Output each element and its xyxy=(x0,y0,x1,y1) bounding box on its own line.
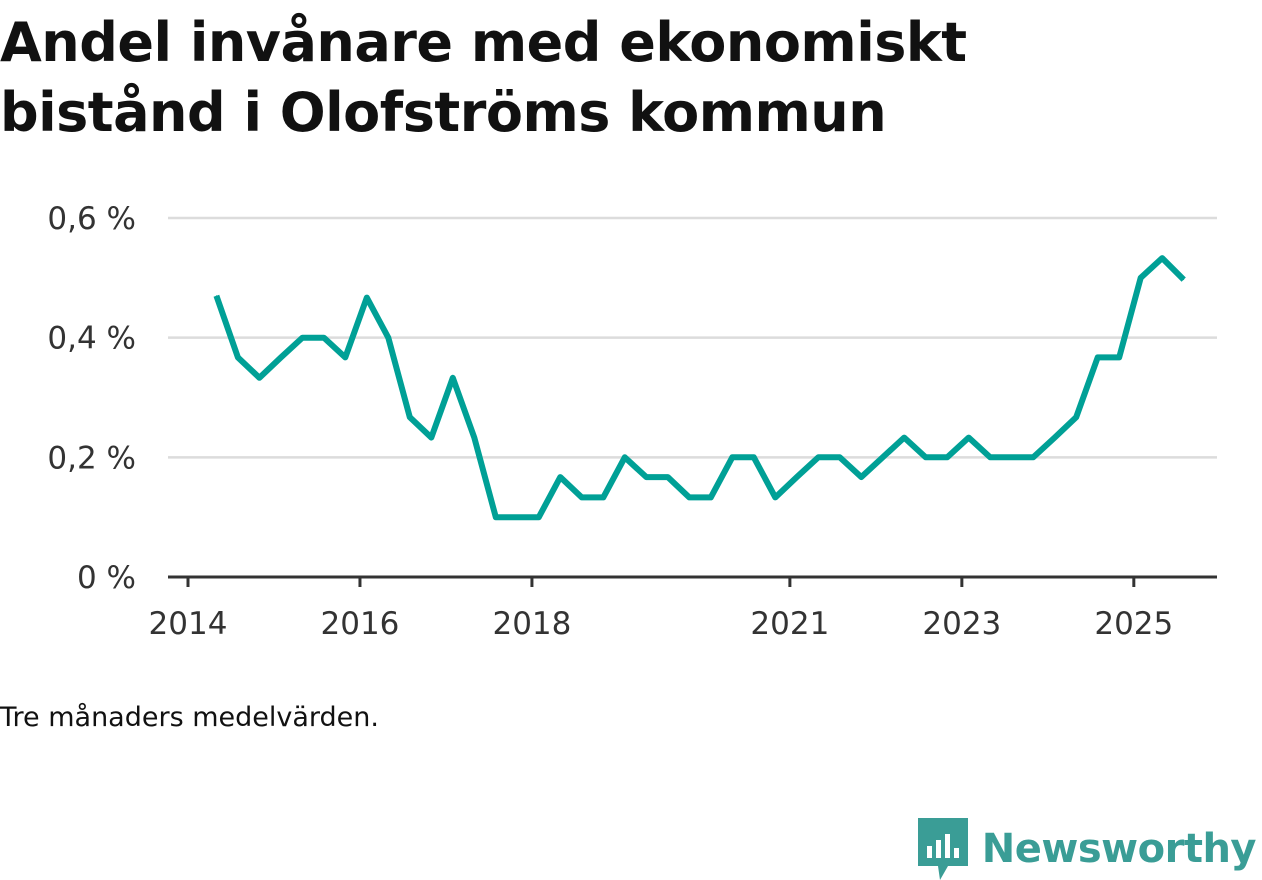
data-point xyxy=(387,337,389,339)
y-tick-label: 0 % xyxy=(77,560,136,596)
data-point xyxy=(215,295,217,297)
data-point xyxy=(667,476,669,478)
data-point xyxy=(817,456,819,458)
data-point xyxy=(882,456,884,458)
x-tick-label: 2016 xyxy=(321,606,400,642)
brand-logo: Newsworthy xyxy=(917,818,1257,880)
data-point xyxy=(1183,279,1185,281)
data-point xyxy=(1161,257,1163,259)
x-tick-label: 2023 xyxy=(922,606,1001,642)
data-point xyxy=(1140,277,1142,279)
data-point xyxy=(323,337,325,339)
bar-chart-speech-bubble-icon xyxy=(917,818,968,880)
data-point xyxy=(989,456,991,458)
y-axis-ticks: 0 % 0,2 % 0,4 % 0,6 % xyxy=(47,201,136,596)
data-point xyxy=(516,516,518,518)
data-point xyxy=(946,456,948,458)
data-point xyxy=(796,476,798,478)
data-point xyxy=(409,416,411,418)
data-point xyxy=(645,476,647,478)
chart-title: Andel invånare med ekonomiskt bistånd i … xyxy=(0,11,967,144)
data-point xyxy=(452,377,454,379)
data-point xyxy=(538,516,540,518)
series-line xyxy=(213,255,1186,521)
gridlines xyxy=(168,216,1217,459)
data-point xyxy=(581,496,583,498)
x-tick-label: 2025 xyxy=(1094,606,1173,642)
data-point xyxy=(903,437,905,439)
y-tick-label: 0,4 % xyxy=(47,321,136,357)
series-layer xyxy=(213,255,1186,521)
chart-note: Tre månaders medelvärden. xyxy=(0,702,379,733)
data-point xyxy=(1054,437,1056,439)
data-point xyxy=(430,437,432,439)
data-point xyxy=(473,437,475,439)
data-point xyxy=(688,496,690,498)
data-point xyxy=(344,356,346,358)
data-point xyxy=(839,456,841,458)
y-tick-label: 0,6 % xyxy=(47,201,136,237)
x-tick-label: 2021 xyxy=(750,606,829,642)
data-point xyxy=(925,456,927,458)
x-axis: 2014 2016 2018 2021 2023 2025 xyxy=(149,575,1217,642)
data-point xyxy=(731,456,733,458)
data-point xyxy=(1118,356,1120,358)
data-point xyxy=(968,437,970,439)
data-point xyxy=(1011,456,1013,458)
data-point xyxy=(280,356,282,358)
line-chart: 0 %0,2 %0,4 %0,6 % 2014 2016 2018 2021 2023 2… xyxy=(47,201,1217,642)
data-point xyxy=(258,377,260,379)
y-tick-label: 0,2 % xyxy=(47,440,136,476)
data-point xyxy=(237,356,239,358)
data-point xyxy=(624,456,626,458)
data-point xyxy=(602,496,604,498)
x-tick-label: 2018 xyxy=(492,606,571,642)
brand-name: Newsworthy xyxy=(981,826,1257,872)
data-point xyxy=(301,337,303,339)
data-point xyxy=(774,496,776,498)
data-point xyxy=(710,496,712,498)
data-point xyxy=(559,476,561,478)
data-point xyxy=(1032,456,1034,458)
data-point xyxy=(860,476,862,478)
data-point xyxy=(366,297,368,299)
x-tick-label: 2014 xyxy=(149,606,228,642)
data-point xyxy=(495,516,497,518)
data-point xyxy=(753,456,755,458)
data-point xyxy=(1075,416,1077,418)
data-point xyxy=(1097,356,1099,358)
